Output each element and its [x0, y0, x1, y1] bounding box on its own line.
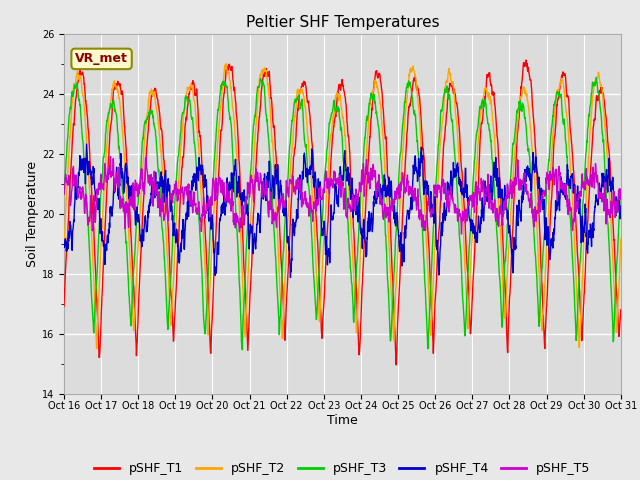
- pSHF_T4: [601, 192, 609, 198]
- pSHF_T3: [331, 108, 339, 113]
- X-axis label: Time: Time: [327, 414, 358, 427]
- pSHF_T4: [499, 209, 507, 215]
- pSHF_T3: [88, 308, 96, 314]
- pSHF_T2: [332, 96, 339, 101]
- pSHF_T4: [332, 180, 339, 186]
- Text: VR_met: VR_met: [75, 52, 128, 65]
- pSHF_T3: [617, 188, 625, 193]
- pSHF_T4: [287, 275, 294, 280]
- Line: pSHF_T4: pSHF_T4: [64, 144, 621, 277]
- Line: pSHF_T3: pSHF_T3: [64, 77, 621, 349]
- pSHF_T2: [317, 300, 324, 306]
- pSHF_T3: [593, 74, 600, 80]
- pSHF_T5: [602, 180, 609, 185]
- pSHF_T5: [601, 180, 609, 186]
- pSHF_T1: [60, 303, 68, 309]
- pSHF_T4: [602, 181, 609, 187]
- pSHF_T3: [316, 240, 324, 246]
- pSHF_T1: [601, 105, 609, 111]
- Line: pSHF_T2: pSHF_T2: [64, 64, 621, 348]
- pSHF_T1: [392, 362, 400, 368]
- pSHF_T3: [499, 314, 506, 320]
- pSHF_T5: [499, 208, 507, 214]
- pSHF_T1: [602, 108, 609, 114]
- pSHF_T2: [601, 124, 609, 130]
- pSHF_T4: [317, 203, 324, 209]
- pSHF_T4: [89, 180, 97, 186]
- pSHF_T2: [602, 126, 609, 132]
- pSHF_T2: [617, 236, 625, 242]
- pSHF_T5: [617, 186, 625, 192]
- pSHF_T1: [331, 117, 339, 122]
- pSHF_T2: [88, 249, 96, 254]
- pSHF_T3: [601, 166, 609, 172]
- pSHF_T5: [107, 154, 115, 159]
- pSHF_T4: [83, 141, 90, 147]
- Line: pSHF_T5: pSHF_T5: [64, 156, 621, 234]
- pSHF_T1: [88, 206, 96, 212]
- pSHF_T1: [522, 57, 530, 63]
- pSHF_T2: [60, 244, 68, 250]
- pSHF_T1: [617, 307, 625, 312]
- pSHF_T3: [60, 191, 68, 196]
- pSHF_T1: [316, 293, 324, 299]
- pSHF_T2: [499, 284, 507, 290]
- pSHF_T5: [60, 192, 68, 197]
- pSHF_T1: [499, 234, 506, 240]
- pSHF_T2: [93, 346, 100, 351]
- Legend: pSHF_T1, pSHF_T2, pSHF_T3, pSHF_T4, pSHF_T5: pSHF_T1, pSHF_T2, pSHF_T3, pSHF_T4, pSHF…: [89, 457, 596, 480]
- pSHF_T5: [316, 187, 324, 192]
- pSHF_T3: [239, 347, 246, 352]
- pSHF_T5: [88, 228, 96, 234]
- pSHF_T5: [458, 231, 465, 237]
- pSHF_T3: [602, 173, 609, 179]
- Line: pSHF_T1: pSHF_T1: [64, 60, 621, 365]
- pSHF_T5: [331, 169, 339, 175]
- Title: Peltier SHF Temperatures: Peltier SHF Temperatures: [246, 15, 439, 30]
- pSHF_T2: [222, 61, 230, 67]
- pSHF_T4: [617, 203, 625, 209]
- Y-axis label: Soil Temperature: Soil Temperature: [26, 161, 39, 266]
- pSHF_T4: [60, 241, 68, 247]
